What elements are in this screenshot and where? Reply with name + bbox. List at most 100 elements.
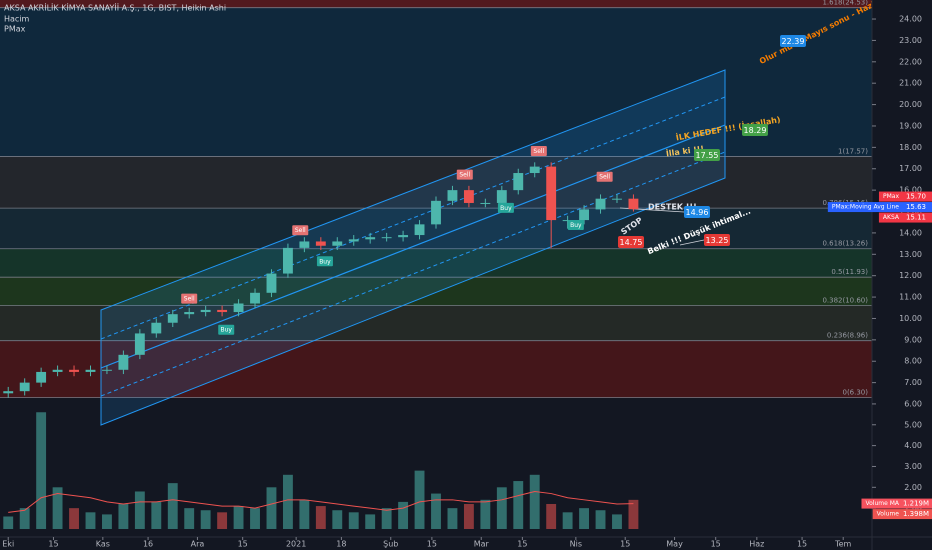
target-box bbox=[618, 236, 644, 248]
signal-box bbox=[497, 202, 514, 213]
target-box bbox=[684, 206, 710, 218]
x-tick-label: Tem bbox=[834, 540, 851, 549]
marker-name-box bbox=[878, 191, 901, 202]
x-tick-label: 15 bbox=[517, 540, 527, 549]
marker-name: PMax:Moving Avg Line bbox=[832, 204, 899, 211]
candle-body bbox=[348, 239, 359, 242]
y-tick-label: 5.00 bbox=[904, 420, 922, 429]
y-tick-label: 20.00 bbox=[899, 100, 922, 109]
y-tick-label: 9.00 bbox=[904, 335, 922, 344]
regression-channel bbox=[100, 69, 726, 426]
signal-label: Buy bbox=[570, 222, 582, 229]
volume-bar bbox=[595, 510, 606, 529]
y-tick-label: 10.00 bbox=[899, 314, 922, 323]
target-label: 14.75 bbox=[620, 238, 643, 247]
marks bbox=[3, 162, 639, 529]
marker-box bbox=[901, 509, 932, 520]
signal-box bbox=[530, 146, 547, 157]
signal-box bbox=[292, 225, 309, 236]
signal-box bbox=[316, 256, 333, 267]
candle-body bbox=[332, 241, 343, 246]
volume-bar bbox=[381, 508, 392, 529]
volume-bar bbox=[414, 470, 425, 529]
x-tick-label: Mar bbox=[474, 540, 490, 549]
volume-bar bbox=[513, 481, 524, 529]
volume-bar bbox=[200, 510, 211, 529]
price-axis-bg bbox=[872, 0, 932, 550]
time-axis-bg bbox=[0, 537, 872, 550]
y-tick-label: 3.00 bbox=[904, 462, 922, 471]
y-tick-label: 17.00 bbox=[899, 164, 922, 173]
volume-bar bbox=[447, 508, 458, 529]
candle-body bbox=[3, 391, 14, 394]
signal-box bbox=[218, 324, 235, 335]
volume-bar bbox=[52, 487, 63, 529]
candle-body bbox=[102, 369, 112, 371]
signal-label: Buy bbox=[220, 327, 232, 334]
signal-box bbox=[181, 293, 198, 304]
candle-body bbox=[52, 369, 63, 372]
volume-bar bbox=[496, 487, 507, 529]
candle-body bbox=[381, 237, 392, 239]
volume-bar bbox=[579, 508, 590, 529]
candle-body bbox=[299, 241, 310, 248]
candle-body bbox=[36, 371, 47, 383]
chart-title: AKSA AKRİLİK KİMYA SANAYİİ A.Ş., 1G, BIS… bbox=[4, 3, 226, 13]
y-tick-label: 14.00 bbox=[899, 228, 922, 237]
candle-body bbox=[151, 322, 162, 334]
candle-body bbox=[398, 235, 409, 238]
volume-bar bbox=[184, 508, 195, 529]
candle-body bbox=[546, 166, 557, 221]
candle-body bbox=[118, 354, 129, 370]
target-label: 22.39 bbox=[782, 37, 805, 46]
y-tick-label: 19.00 bbox=[899, 121, 922, 130]
candle-body bbox=[19, 382, 30, 392]
candle-body bbox=[250, 292, 260, 304]
signal-label: Sell bbox=[599, 174, 610, 181]
target-label: 17.55 bbox=[696, 151, 719, 160]
volume-bar bbox=[36, 412, 47, 529]
candle-body bbox=[414, 224, 425, 236]
marker-name-box bbox=[827, 202, 901, 213]
candle-body bbox=[217, 309, 228, 313]
candle-body bbox=[266, 273, 277, 293]
x-tick-label: Şub bbox=[383, 540, 398, 549]
target-box bbox=[694, 149, 720, 161]
candle-body bbox=[134, 333, 145, 355]
fib-band bbox=[0, 0, 872, 8]
signal-label: Buy bbox=[319, 258, 331, 265]
volume-bar bbox=[167, 483, 178, 529]
marker-label: 1.398M bbox=[903, 510, 929, 518]
candle-body bbox=[628, 198, 639, 210]
x-tick-label: May bbox=[666, 540, 683, 549]
signal-label: Sell bbox=[459, 172, 470, 179]
candle-body bbox=[595, 198, 606, 210]
fib-label: 0.236(8.96) bbox=[827, 332, 868, 340]
pointer-line bbox=[679, 239, 705, 246]
volume-bar bbox=[480, 499, 491, 529]
y-tick-label: 22.00 bbox=[899, 57, 922, 66]
marker-name-box bbox=[872, 509, 901, 520]
volume-bar bbox=[529, 474, 540, 529]
fib-label: 0.618(13.26) bbox=[822, 240, 868, 248]
indicator-name: Hacim bbox=[4, 15, 30, 24]
volume-bar bbox=[365, 514, 376, 529]
y-tick-label: 7.00 bbox=[904, 378, 922, 387]
marker-label: 15.63 bbox=[906, 203, 926, 211]
marker-name: Volume bbox=[877, 511, 900, 518]
y-tick-label: 4.00 bbox=[904, 441, 922, 450]
y-tick-label: 2.00 bbox=[904, 483, 922, 492]
x-tick-label: Haz bbox=[749, 540, 764, 549]
x-tick-label: Eki bbox=[2, 540, 14, 549]
volume-bar bbox=[102, 514, 112, 529]
channel-area bbox=[100, 69, 726, 426]
marker-name-box bbox=[878, 212, 901, 223]
signal-label: Sell bbox=[533, 148, 544, 155]
x-tick-label: 15 bbox=[427, 540, 437, 549]
fib-label: 1.618(24.53) bbox=[822, 0, 868, 7]
indicator-name: PMax bbox=[4, 25, 26, 34]
y-tick-label: 21.00 bbox=[899, 79, 922, 88]
signal-box bbox=[596, 171, 613, 182]
candle-body bbox=[315, 241, 326, 246]
volume-bar bbox=[151, 501, 162, 529]
